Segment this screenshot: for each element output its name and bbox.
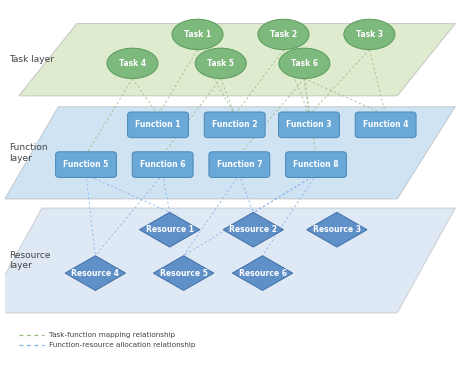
Polygon shape [232, 256, 293, 290]
Text: Resource 6: Resource 6 [238, 269, 287, 277]
Ellipse shape [107, 48, 158, 79]
Text: Function 4: Function 4 [363, 120, 409, 129]
Text: Function
layer: Function layer [9, 143, 48, 163]
Polygon shape [5, 107, 456, 199]
Polygon shape [65, 256, 126, 290]
Text: Function-resource allocation relationship: Function-resource allocation relationshi… [49, 342, 195, 348]
Polygon shape [18, 24, 456, 96]
Ellipse shape [172, 19, 223, 49]
Polygon shape [0, 208, 456, 313]
Text: Function 5: Function 5 [64, 160, 109, 169]
Text: Task 5: Task 5 [207, 59, 234, 68]
Ellipse shape [279, 48, 330, 79]
Text: Task 3: Task 3 [356, 30, 383, 39]
Ellipse shape [344, 19, 395, 49]
Text: Function 3: Function 3 [286, 120, 332, 129]
Text: Resource 5: Resource 5 [160, 269, 208, 277]
Ellipse shape [258, 19, 309, 49]
Text: Function 6: Function 6 [140, 160, 185, 169]
Text: Resource
layer: Resource layer [9, 251, 51, 270]
Text: Function 2: Function 2 [212, 120, 257, 129]
FancyBboxPatch shape [209, 152, 270, 177]
Ellipse shape [195, 48, 246, 79]
Text: Task 4: Task 4 [119, 59, 146, 68]
Polygon shape [223, 212, 283, 247]
Text: Task layer: Task layer [9, 55, 55, 64]
Text: Task 6: Task 6 [291, 59, 318, 68]
FancyBboxPatch shape [128, 112, 189, 138]
Text: Task-function mapping relationship: Task-function mapping relationship [49, 332, 175, 338]
FancyBboxPatch shape [204, 112, 265, 138]
Text: Resource 1: Resource 1 [146, 225, 194, 234]
Text: Function 7: Function 7 [217, 160, 262, 169]
Polygon shape [154, 256, 214, 290]
Text: Resource 3: Resource 3 [313, 225, 361, 234]
FancyBboxPatch shape [55, 152, 117, 177]
FancyBboxPatch shape [355, 112, 416, 138]
Text: Task 2: Task 2 [270, 30, 297, 39]
Polygon shape [307, 212, 367, 247]
Text: Function 1: Function 1 [135, 120, 181, 129]
FancyBboxPatch shape [279, 112, 339, 138]
Text: Resource 4: Resource 4 [71, 269, 119, 277]
Polygon shape [139, 212, 200, 247]
FancyBboxPatch shape [132, 152, 193, 177]
Text: Task 1: Task 1 [184, 30, 211, 39]
Text: Function 8: Function 8 [293, 160, 339, 169]
FancyBboxPatch shape [285, 152, 346, 177]
Text: Resource 2: Resource 2 [229, 225, 277, 234]
